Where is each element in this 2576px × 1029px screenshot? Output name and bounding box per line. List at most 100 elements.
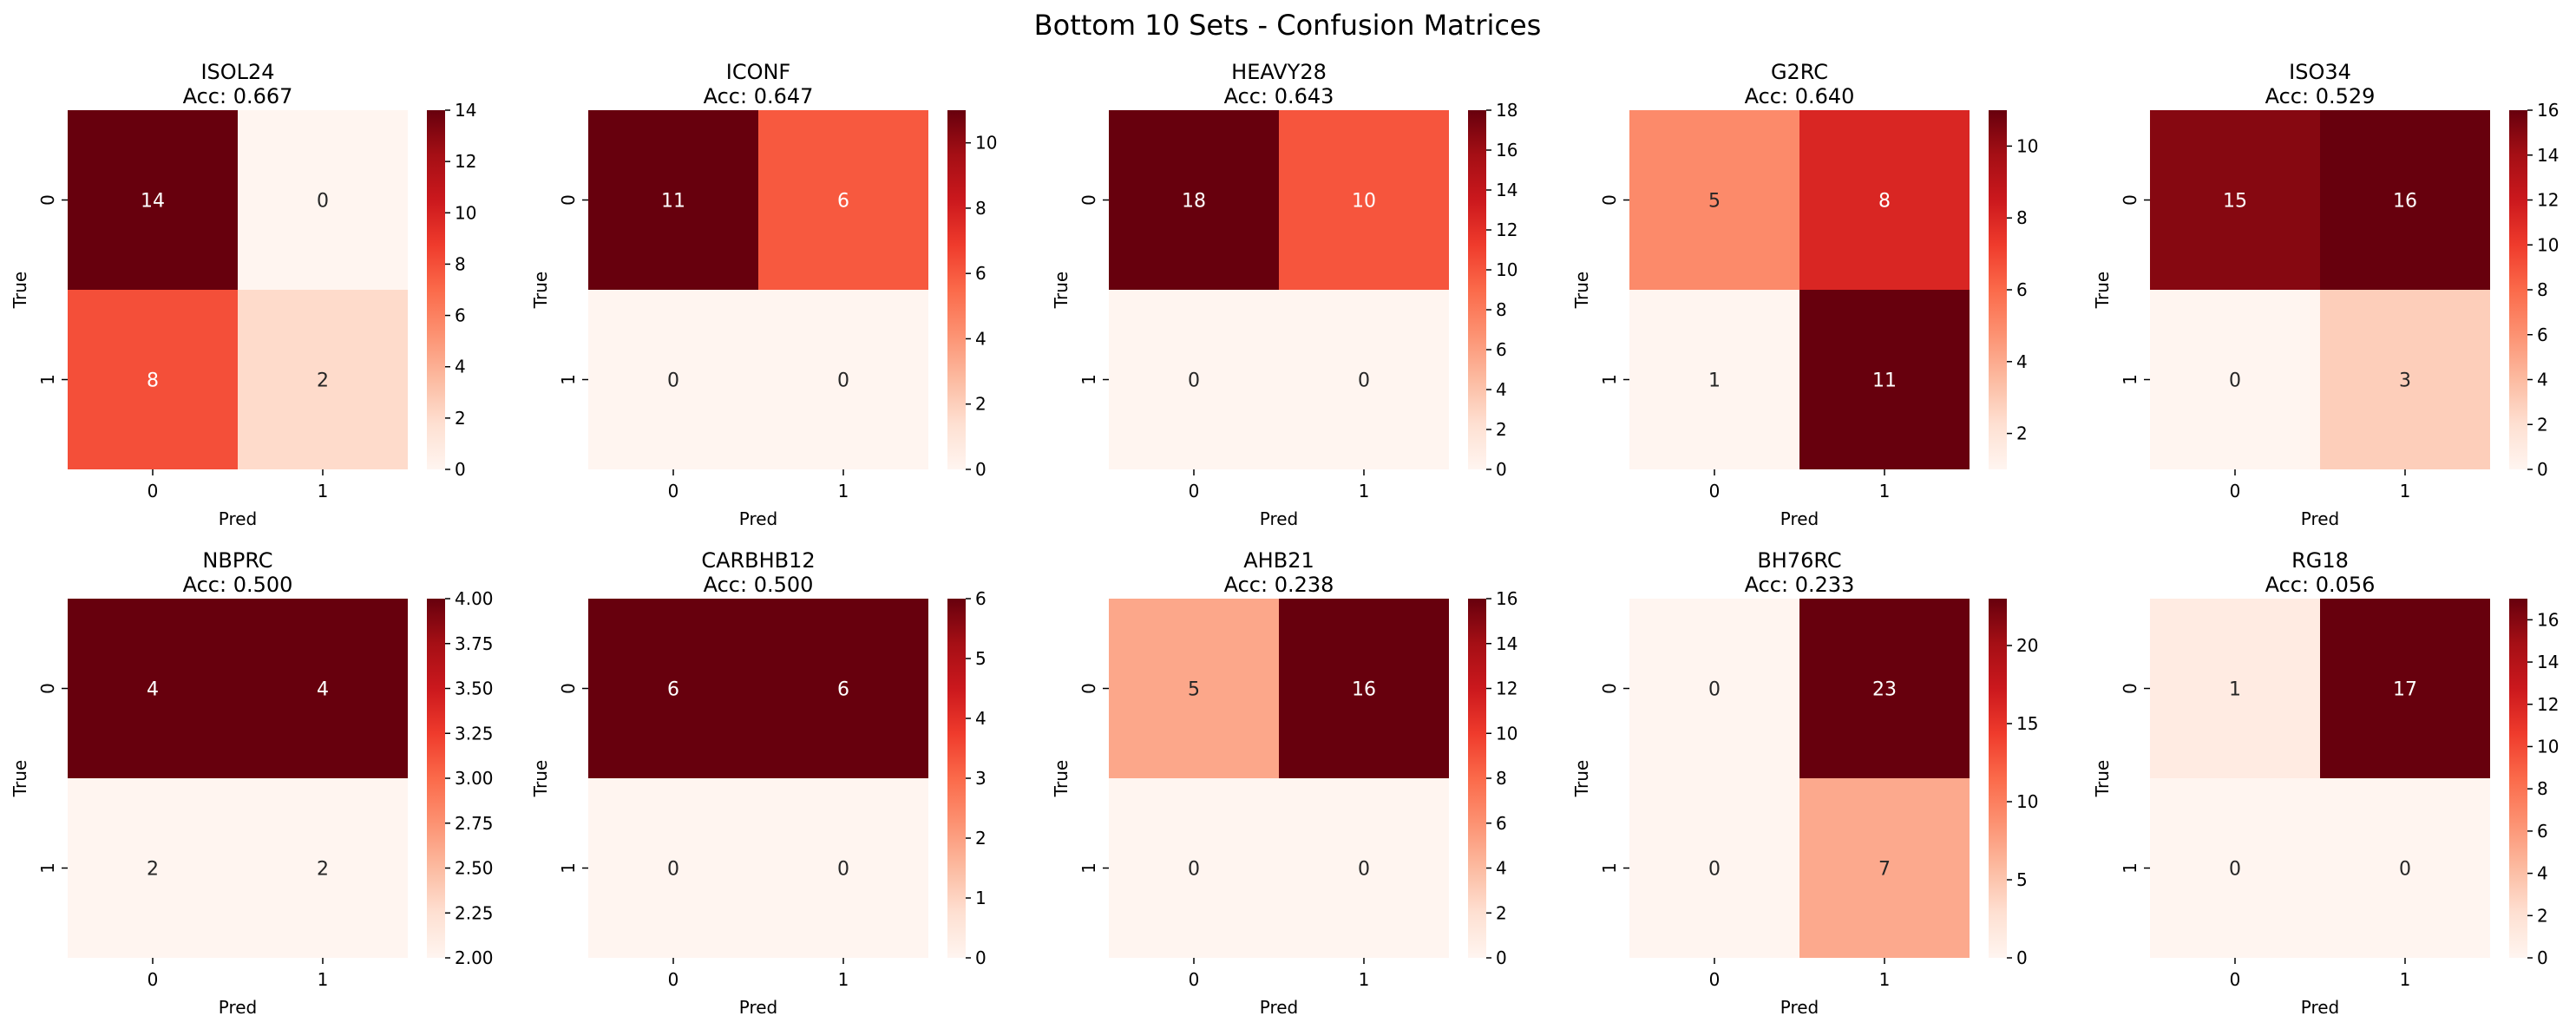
- heatmap-cell: [588, 110, 758, 290]
- colorbar-tick-label: 2: [975, 394, 986, 415]
- cell-value: 0: [1188, 859, 1200, 881]
- colorbar-tick-label: 2: [2016, 423, 2028, 444]
- y-tick-label: 0: [1078, 194, 1099, 206]
- colorbar-tick-label: 20: [2016, 635, 2038, 656]
- colorbar-tick-label: 16: [1496, 140, 1517, 161]
- colorbar-tick-label: 2.75: [455, 813, 494, 834]
- cell-value: 16: [2393, 191, 2417, 213]
- colorbar-tick-label: 14: [1496, 180, 1517, 200]
- colorbar: [947, 599, 966, 958]
- colorbar-tick-label: 0: [2016, 947, 2028, 968]
- heatmap-cell: [758, 599, 928, 778]
- heatmap-cell: [68, 778, 238, 958]
- cell-value: 0: [1188, 370, 1200, 392]
- x-tick-label: 1: [838, 481, 849, 501]
- y-tick-label: 0: [37, 194, 58, 206]
- colorbar: [2509, 110, 2527, 469]
- heatmap-cell: [1279, 778, 1449, 958]
- heatmap-cell: [1629, 110, 1799, 290]
- heatmap-cell: [758, 110, 928, 290]
- cell-value: 7: [1878, 859, 1891, 881]
- colorbar-tick-label: 10: [2016, 791, 2038, 812]
- heatmap-cell: [1109, 290, 1279, 469]
- heatmap-cell: [588, 599, 758, 778]
- panel-title: HEAVY28: [1231, 60, 1327, 84]
- colorbar-tick-label: 0: [1496, 459, 1507, 480]
- colorbar-tick-label: 10: [975, 133, 997, 154]
- x-tick-label: 1: [2400, 481, 2411, 501]
- colorbar-tick-label: 4: [2537, 863, 2548, 884]
- cell-value: 5: [1188, 679, 1200, 701]
- colorbar-tick-label: 8: [455, 253, 466, 274]
- colorbar-tick-label: 1: [975, 888, 986, 908]
- colorbar-tick-label: 12: [1496, 220, 1517, 240]
- figure-title: Bottom 10 Sets - Confusion Matrices: [1034, 9, 1542, 42]
- heatmap-cell: [1279, 290, 1449, 469]
- x-tick-label: 1: [1359, 969, 1370, 990]
- colorbar: [1468, 110, 1486, 469]
- heatmap-cell: [2320, 110, 2490, 290]
- cell-value: 8: [1878, 191, 1891, 213]
- x-axis-label: Pred: [219, 508, 258, 529]
- colorbar-tick-label: 0: [975, 459, 986, 480]
- heatmap-cell: [238, 778, 408, 958]
- x-tick-label: 0: [147, 481, 159, 501]
- colorbar-tick-label: 2.00: [455, 947, 494, 968]
- y-axis-label: True: [530, 272, 551, 309]
- cell-value: 5: [1708, 191, 1721, 213]
- colorbar-tick-label: 10: [2537, 736, 2559, 757]
- colorbar-tick-label: 3.25: [455, 723, 494, 744]
- heatmap-cell: [1799, 290, 1970, 469]
- x-tick-label: 0: [147, 969, 159, 990]
- colorbar-tick-label: 4: [2016, 351, 2028, 372]
- colorbar-tick-label: 12: [2537, 190, 2559, 211]
- x-tick-label: 1: [1879, 969, 1891, 990]
- cell-value: 6: [837, 679, 849, 701]
- cell-value: 0: [317, 191, 329, 213]
- y-tick-label: 1: [2120, 862, 2140, 874]
- x-axis-label: Pred: [739, 997, 778, 1018]
- panel-title: G2RC: [1771, 60, 1828, 84]
- cell-value: 0: [837, 370, 849, 392]
- panel-title: AHB21: [1243, 548, 1314, 573]
- y-tick-label: 1: [37, 862, 58, 874]
- colorbar-tick-label: 14: [1496, 633, 1517, 654]
- x-axis-label: Pred: [1780, 508, 1819, 529]
- colorbar-tick-label: 0: [2537, 459, 2548, 480]
- y-tick-label: 1: [2120, 374, 2140, 385]
- cell-value: 11: [661, 191, 685, 213]
- colorbar-tick-label: 10: [1496, 723, 1517, 744]
- colorbar-tick-label: 14: [2537, 652, 2559, 672]
- colorbar: [2509, 599, 2527, 958]
- colorbar-tick-label: 14: [455, 100, 476, 121]
- cell-value: 0: [2229, 370, 2241, 392]
- cell-value: 4: [317, 679, 329, 701]
- y-tick-label: 0: [1078, 683, 1099, 694]
- colorbar-tick-label: 2.25: [455, 902, 494, 923]
- heatmap-cell: [238, 290, 408, 469]
- colorbar-tick-label: 6: [975, 263, 986, 284]
- cell-value: 1: [2229, 679, 2241, 701]
- x-tick-label: 1: [838, 969, 849, 990]
- x-tick-label: 1: [318, 481, 329, 501]
- panel-subtitle: Acc: 0.643: [1224, 84, 1334, 108]
- colorbar-tick-label: 4: [975, 328, 986, 349]
- colorbar-tick-label: 4.00: [455, 588, 494, 609]
- cell-value: 16: [1352, 679, 1376, 701]
- colorbar-tick-label: 16: [1496, 588, 1517, 609]
- y-tick-label: 0: [558, 683, 579, 694]
- y-tick-label: 0: [1599, 683, 1620, 694]
- x-tick-label: 0: [668, 969, 679, 990]
- colorbar-tick-label: 0: [2537, 947, 2548, 968]
- colorbar-tick-label: 2: [975, 828, 986, 849]
- panel-title: NBPRC: [202, 548, 272, 573]
- heatmap-cell: [588, 290, 758, 469]
- colorbar-tick-label: 12: [455, 151, 476, 172]
- cell-value: 0: [1708, 679, 1721, 701]
- heatmap-cell: [2150, 599, 2320, 778]
- heatmap-cell: [2320, 290, 2490, 469]
